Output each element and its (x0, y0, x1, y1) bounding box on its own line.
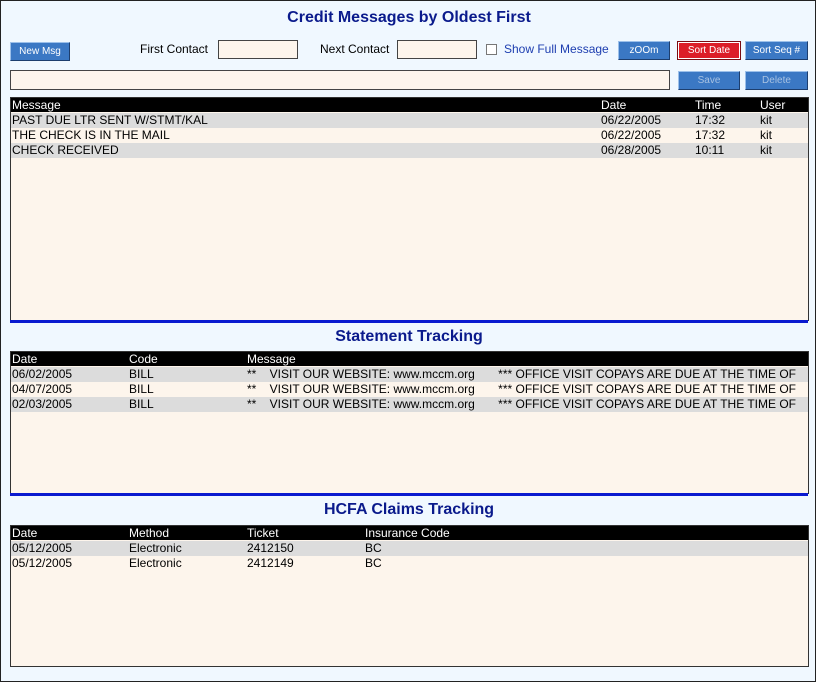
section-divider (10, 320, 808, 323)
column-header-code: Code (129, 352, 158, 366)
column-header-time: Time (695, 98, 722, 112)
user-cell: kit (760, 128, 772, 142)
table-row[interactable]: 06/02/2005 BILL ** VISIT OUR WEBSITE: ww… (11, 367, 808, 382)
code-cell: BILL (129, 367, 154, 381)
show-full-message-label[interactable]: Show Full Message (504, 42, 609, 56)
table-row[interactable]: 05/12/2005 Electronic 2412150 BC (11, 541, 808, 556)
column-header-message: Message (12, 98, 61, 112)
column-header-method: Method (129, 526, 170, 540)
table-row[interactable]: PAST DUE LTR SENT W/STMT/KAL 06/22/2005 … (11, 113, 808, 128)
time-cell: 17:32 (695, 113, 726, 127)
page-title: Credit Messages by Oldest First (287, 9, 531, 26)
insurance-code-cell: BC (365, 556, 382, 570)
column-header-message: Message (247, 352, 296, 366)
table-row[interactable]: 05/12/2005 Electronic 2412149 BC (11, 556, 808, 571)
message-input[interactable] (10, 70, 670, 90)
first-contact-label: First Contact (140, 42, 209, 56)
date-cell: 06/22/2005 (601, 128, 662, 142)
code-cell: BILL (129, 382, 154, 396)
message-cell: ** VISIT OUR WEBSITE: www.mccm.org *** O… (247, 382, 796, 396)
table-row[interactable]: CHECK RECEIVED 06/28/2005 10:11 kit (11, 143, 808, 158)
sort-seq-button[interactable]: Sort Seq # (745, 41, 808, 60)
code-cell: BILL (129, 397, 154, 411)
date-cell: 06/28/2005 (601, 143, 662, 157)
message-cell: THE CHECK IS IN THE MAIL (12, 128, 170, 142)
table-row[interactable]: 02/03/2005 BILL ** VISIT OUR WEBSITE: ww… (11, 397, 808, 412)
new-msg-button[interactable]: New Msg (10, 42, 70, 61)
message-cell: ** VISIT OUR WEBSITE: www.mccm.org *** O… (247, 397, 796, 411)
time-cell: 10:11 (695, 143, 725, 157)
message-cell: ** VISIT OUR WEBSITE: www.mccm.org *** O… (247, 367, 796, 381)
date-cell: 05/12/2005 (12, 541, 73, 555)
column-header-date: Date (12, 526, 38, 540)
date-cell: 06/22/2005 (601, 113, 662, 127)
hcfa-claims-table: Date Method Ticket Insurance Code 05/12/… (10, 525, 809, 667)
method-cell: Electronic (129, 541, 182, 555)
insurance-code-cell: BC (365, 541, 382, 555)
user-cell: kit (760, 113, 772, 127)
time-cell: 17:32 (695, 128, 726, 142)
table-row[interactable]: 04/07/2005 BILL ** VISIT OUR WEBSITE: ww… (11, 382, 808, 397)
sort-date-button[interactable]: Sort Date (677, 41, 741, 60)
table-header: Date Code Message (11, 352, 808, 366)
date-cell: 04/07/2005 (12, 382, 73, 396)
column-header-date: Date (12, 352, 38, 366)
ticket-cell: 2412149 (247, 556, 294, 570)
message-cell: CHECK RECEIVED (12, 143, 119, 157)
date-cell: 06/02/2005 (12, 367, 73, 381)
column-header-date: Date (601, 98, 627, 112)
method-cell: Electronic (129, 556, 182, 570)
next-contact-input[interactable] (397, 40, 477, 59)
hcfa-claims-tracking-title: HCFA Claims Tracking (323, 501, 495, 518)
column-header-ticket: Ticket (247, 526, 279, 540)
credit-messages-table: Message Date Time User PAST DUE LTR SENT… (10, 97, 809, 321)
user-cell: kit (760, 143, 772, 157)
statement-tracking-table: Date Code Message 06/02/2005 BILL ** VIS… (10, 351, 809, 494)
next-contact-label: Next Contact (320, 42, 390, 56)
ticket-cell: 2412150 (247, 541, 294, 555)
column-header-insurance-code: Insurance Code (365, 526, 450, 540)
save-button[interactable]: Save (678, 71, 740, 90)
table-row[interactable]: THE CHECK IS IN THE MAIL 06/22/2005 17:3… (11, 128, 808, 143)
statement-tracking-title: Statement Tracking (335, 328, 483, 345)
zoom-button[interactable]: zOOm (618, 41, 670, 60)
table-header: Message Date Time User (11, 98, 808, 112)
section-divider (10, 493, 808, 496)
date-cell: 02/03/2005 (12, 397, 73, 411)
first-contact-input[interactable] (218, 40, 298, 59)
table-header: Date Method Ticket Insurance Code (11, 526, 808, 540)
delete-button[interactable]: Delete (745, 71, 808, 90)
message-cell: PAST DUE LTR SENT W/STMT/KAL (12, 113, 208, 127)
show-full-message-checkbox[interactable] (486, 44, 497, 55)
column-header-user: User (760, 98, 786, 112)
date-cell: 05/12/2005 (12, 556, 73, 570)
